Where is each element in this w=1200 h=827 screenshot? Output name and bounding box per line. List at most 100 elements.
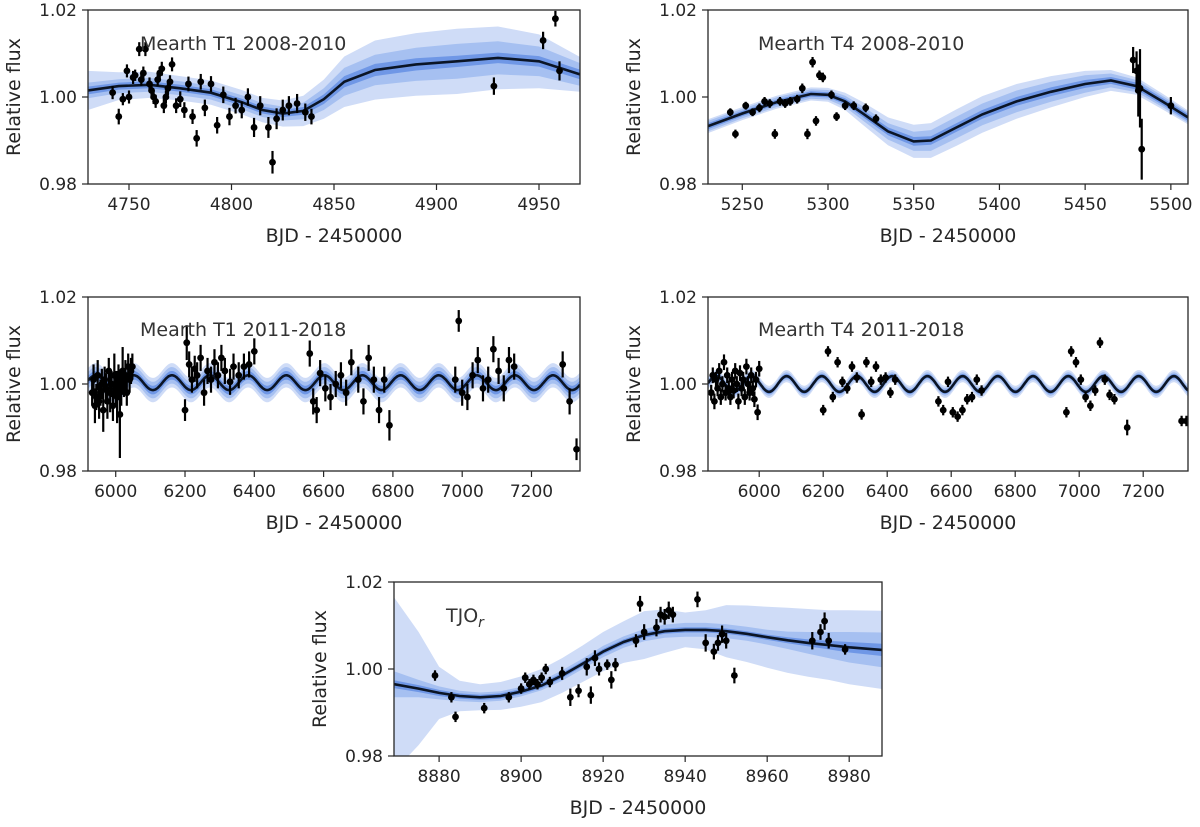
data-point <box>521 674 529 682</box>
data-point <box>817 628 824 636</box>
x-axis-label: BJD - 2450000 <box>266 225 403 247</box>
data-point <box>1136 84 1144 92</box>
data-point <box>863 358 870 366</box>
data-point <box>90 376 97 384</box>
data-point <box>221 367 229 375</box>
data-point <box>279 106 287 114</box>
data-point <box>843 384 851 392</box>
data-point <box>189 113 196 120</box>
data-point <box>739 376 747 384</box>
data-point <box>1111 395 1118 403</box>
y-tick-label: 1.00 <box>659 88 697 108</box>
data-point <box>172 102 180 110</box>
x-tick-label: 4800 <box>210 195 253 215</box>
data-point <box>232 102 240 110</box>
data-point <box>201 104 209 112</box>
panel-title-text: TJO <box>445 605 478 627</box>
data-point <box>219 91 227 99</box>
data-point <box>546 678 554 686</box>
data-point <box>211 358 218 366</box>
data-point <box>862 104 870 112</box>
data-point <box>458 389 466 397</box>
x-tick-label: 6400 <box>233 482 276 502</box>
x-tick-label: 5500 <box>1149 195 1192 215</box>
data-point <box>736 369 744 377</box>
y-axis-label: Relative flux <box>309 610 331 728</box>
x-tick-label: 6600 <box>930 482 973 502</box>
plot-area <box>88 10 580 174</box>
data-point <box>603 661 611 669</box>
data-point <box>556 67 563 75</box>
data-point <box>735 398 742 405</box>
data-point <box>1063 408 1070 416</box>
data-point <box>250 347 258 355</box>
data-point <box>360 398 367 405</box>
panel-title: Mearth T1 2011-2018 <box>140 319 346 341</box>
data-point <box>1178 417 1185 425</box>
x-tick-label: 4950 <box>517 195 560 215</box>
y-axis-label: Relative flux <box>623 325 645 443</box>
data-point <box>824 347 832 355</box>
data-point <box>743 363 750 370</box>
data-point <box>841 102 849 110</box>
x-tick-label: 8920 <box>582 767 625 787</box>
band-inner <box>88 52 580 117</box>
data-point <box>587 691 595 699</box>
y-tick-label: 1.02 <box>39 1 77 21</box>
data-point <box>771 130 779 138</box>
data-point <box>204 367 211 375</box>
y-axis-label: Relative flux <box>623 38 645 156</box>
y-tick-label: 1.02 <box>39 288 77 308</box>
data-point <box>978 387 985 394</box>
x-axis-label: BJD - 2450000 <box>880 512 1017 534</box>
data-point <box>766 100 774 107</box>
data-point <box>285 102 293 110</box>
data-point <box>756 104 763 112</box>
data-point <box>722 637 730 645</box>
data-point <box>142 45 149 53</box>
data-point <box>632 637 640 645</box>
data-point <box>342 389 350 397</box>
data-point <box>538 674 546 682</box>
data-point <box>160 102 168 110</box>
data-point <box>559 361 567 368</box>
panel-title: Mearth T4 2011-2018 <box>758 319 964 341</box>
data-point <box>238 106 246 114</box>
data-point <box>935 398 942 405</box>
x-tick-label: 8900 <box>499 767 542 787</box>
data-point <box>158 65 166 73</box>
data-point <box>183 339 191 347</box>
data-point <box>1082 393 1089 401</box>
x-tick-label: 7200 <box>510 482 553 502</box>
data-point <box>207 80 215 88</box>
panel-p3: 6000 6200 6400 6600 6800 7000 7200 0.98 1.00 1.02… <box>3 288 581 534</box>
panel-title-text: Mearth T4 2008-2010 <box>758 33 964 55</box>
data-point <box>452 713 459 721</box>
x-tick-label: 8960 <box>746 767 789 787</box>
data-point <box>720 358 728 366</box>
data-point <box>479 384 487 392</box>
data-point <box>708 389 715 397</box>
data-point <box>872 363 880 370</box>
data-point <box>949 408 957 416</box>
data-point <box>742 102 750 110</box>
panel-title-text: Mearth T1 2011-2018 <box>140 319 346 341</box>
panel-title: Mearth T1 2008-2010 <box>140 33 346 55</box>
data-point <box>959 406 966 414</box>
panel-title: Mearth T4 2008-2010 <box>758 33 964 55</box>
data-point <box>793 95 801 103</box>
data-point <box>694 596 701 603</box>
data-point <box>573 445 580 453</box>
x-axis-label: BJD - 2450000 <box>266 512 403 534</box>
x-tick-label: 4850 <box>312 195 355 215</box>
data-point <box>230 363 237 370</box>
data-point <box>313 406 321 414</box>
data-point <box>653 624 660 632</box>
x-tick-label: 6200 <box>163 482 206 502</box>
y-tick-label: 0.98 <box>345 747 383 767</box>
data-point <box>575 687 582 695</box>
data-point <box>558 669 566 677</box>
data-point <box>710 648 718 655</box>
data-point <box>316 369 324 377</box>
data-point <box>180 106 188 114</box>
